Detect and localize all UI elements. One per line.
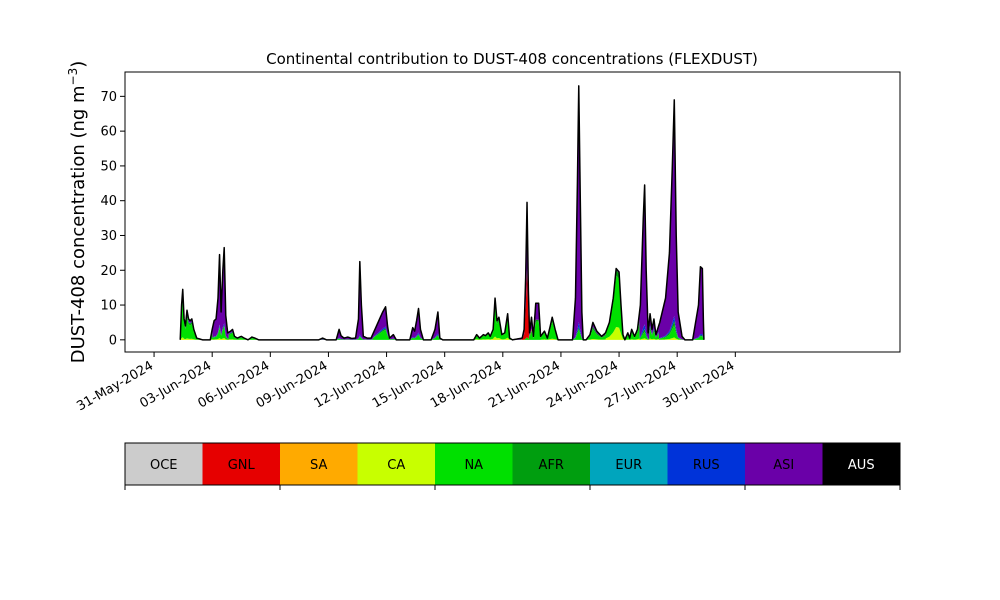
y-tick-label: 60 <box>100 125 117 140</box>
colorbar-frame <box>124 442 901 486</box>
x-axis: 31-May-202403-Jun-202406-Jun-202409-Jun-… <box>74 352 737 414</box>
colorbar-label-eur: EUR <box>615 458 642 473</box>
y-axis: 0 10 20 30 40 50 60 70 <box>100 90 125 348</box>
colorbar-label-rus: RUS <box>693 458 720 473</box>
area-asi <box>180 85 704 340</box>
colorbar-label-gnl: GNL <box>228 458 256 473</box>
colorbar-swatch-afr <box>512 443 591 485</box>
area-afr <box>180 269 704 340</box>
colorbar-swatch-asi <box>745 443 823 485</box>
area-na <box>180 275 704 340</box>
colorbar-swatch-eur <box>590 443 668 485</box>
chart-title: Continental contribution to DUST-408 con… <box>266 50 758 68</box>
colorbar-label-ca: CA <box>387 458 405 473</box>
colorbar-label-asi: ASI <box>773 458 794 473</box>
stacked-area-series <box>179 85 705 341</box>
y-tick-label: 40 <box>100 194 117 209</box>
colorbar-swatch-na <box>435 443 513 485</box>
colorbar-label-na: NA <box>464 458 483 473</box>
y-axis-label-superscript: −3 <box>66 68 80 86</box>
y-tick-label: 70 <box>100 90 117 105</box>
y-axis-label: DUST-408 concentration (ng m−3) <box>66 61 89 364</box>
colorbar-swatch-ca <box>357 443 436 485</box>
y-tick-label: 10 <box>100 299 117 314</box>
y-tick-label: 0 <box>109 333 117 348</box>
svg-text:DUST-408 concentration (ng m−3: DUST-408 concentration (ng m−3) <box>66 61 89 364</box>
y-tick-label: 50 <box>100 159 117 174</box>
colorbar-swatch-aus <box>822 443 901 485</box>
colorbar-label-sa: SA <box>310 458 327 473</box>
total-concentration-line <box>179 85 705 341</box>
colorbar-label-aus: AUS <box>848 458 875 473</box>
colorbar-label-oce: OCE <box>150 458 178 473</box>
plot-frame <box>124 71 901 353</box>
area-rus <box>180 269 704 340</box>
colorbar-swatch-sa <box>280 443 358 485</box>
y-tick-label: 20 <box>100 264 117 279</box>
colorbar-swatch-rus <box>667 443 746 485</box>
y-tick-label: 30 <box>100 229 117 244</box>
colorbar-label-afr: AFR <box>539 458 564 473</box>
y-axis-label-main: DUST-408 concentration (ng m <box>68 85 89 363</box>
colorbar-swatch-oce <box>125 443 203 485</box>
area-gnl <box>180 268 704 340</box>
y-axis-label-close: ) <box>68 61 89 68</box>
continent-colorbar: OCE GNL SA CA NA AFR EUR RUS ASI AUS <box>124 442 901 490</box>
colorbar-swatch-gnl <box>202 443 281 485</box>
